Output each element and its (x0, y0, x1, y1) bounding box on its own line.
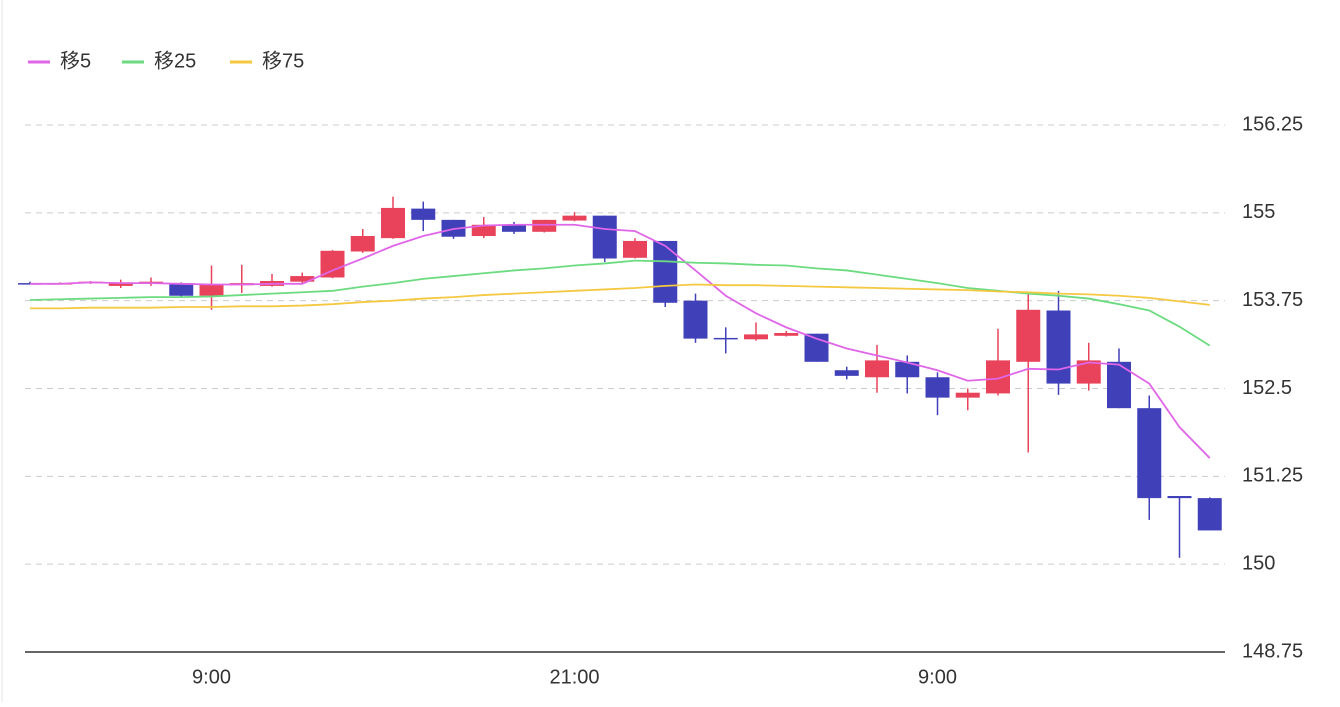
candle-body (169, 283, 194, 296)
candle-body (744, 334, 768, 340)
candle-body (955, 392, 980, 398)
candle-body (1016, 309, 1041, 362)
candle-body (683, 300, 708, 339)
x-tick-label: 21:00 (549, 666, 599, 688)
candle-body (350, 236, 375, 252)
candle-body (895, 361, 920, 378)
y-tick-label: 151.25 (1242, 465, 1303, 487)
candle-body (623, 240, 647, 258)
candle-body (502, 224, 526, 232)
y-tick-label: 153.75 (1242, 289, 1303, 311)
candle-body (532, 219, 557, 232)
candle-body (1046, 310, 1071, 384)
candle-body (1107, 361, 1131, 409)
y-tick-label: 155 (1242, 201, 1275, 223)
y-tick-label: 156.25 (1242, 113, 1303, 135)
candle-body (653, 240, 678, 303)
candle-body (199, 284, 224, 296)
y-tick-label: 148.75 (1242, 640, 1303, 662)
y-tick-label: 152.5 (1242, 377, 1292, 399)
candle-body (381, 207, 405, 239)
legend-label: 移25 (154, 49, 196, 72)
candle-body (108, 282, 133, 286)
x-tick-label: 9:00 (918, 666, 957, 688)
legend-label: 移75 (262, 49, 304, 72)
candle-body (592, 215, 617, 259)
candle-body (1197, 498, 1222, 531)
candle-body (865, 360, 889, 378)
candle-body (562, 215, 587, 221)
candle-body (471, 224, 496, 237)
candle-body (713, 337, 738, 340)
candle-body (774, 332, 799, 336)
candle-body (986, 360, 1010, 394)
candle-body (290, 276, 315, 282)
candle-body (834, 370, 859, 376)
candle-body (1137, 408, 1162, 499)
y-tick-label: 150 (1242, 552, 1275, 574)
moving-average-line (30, 283, 1210, 310)
candle-body (1167, 496, 1192, 499)
candle-body (925, 377, 950, 398)
candle-body (1076, 360, 1101, 384)
moving-average-line (30, 223, 1211, 459)
candle-body (411, 208, 436, 220)
legend-label: 移5 (60, 49, 91, 72)
x-tick-label: 9:00 (192, 666, 231, 688)
